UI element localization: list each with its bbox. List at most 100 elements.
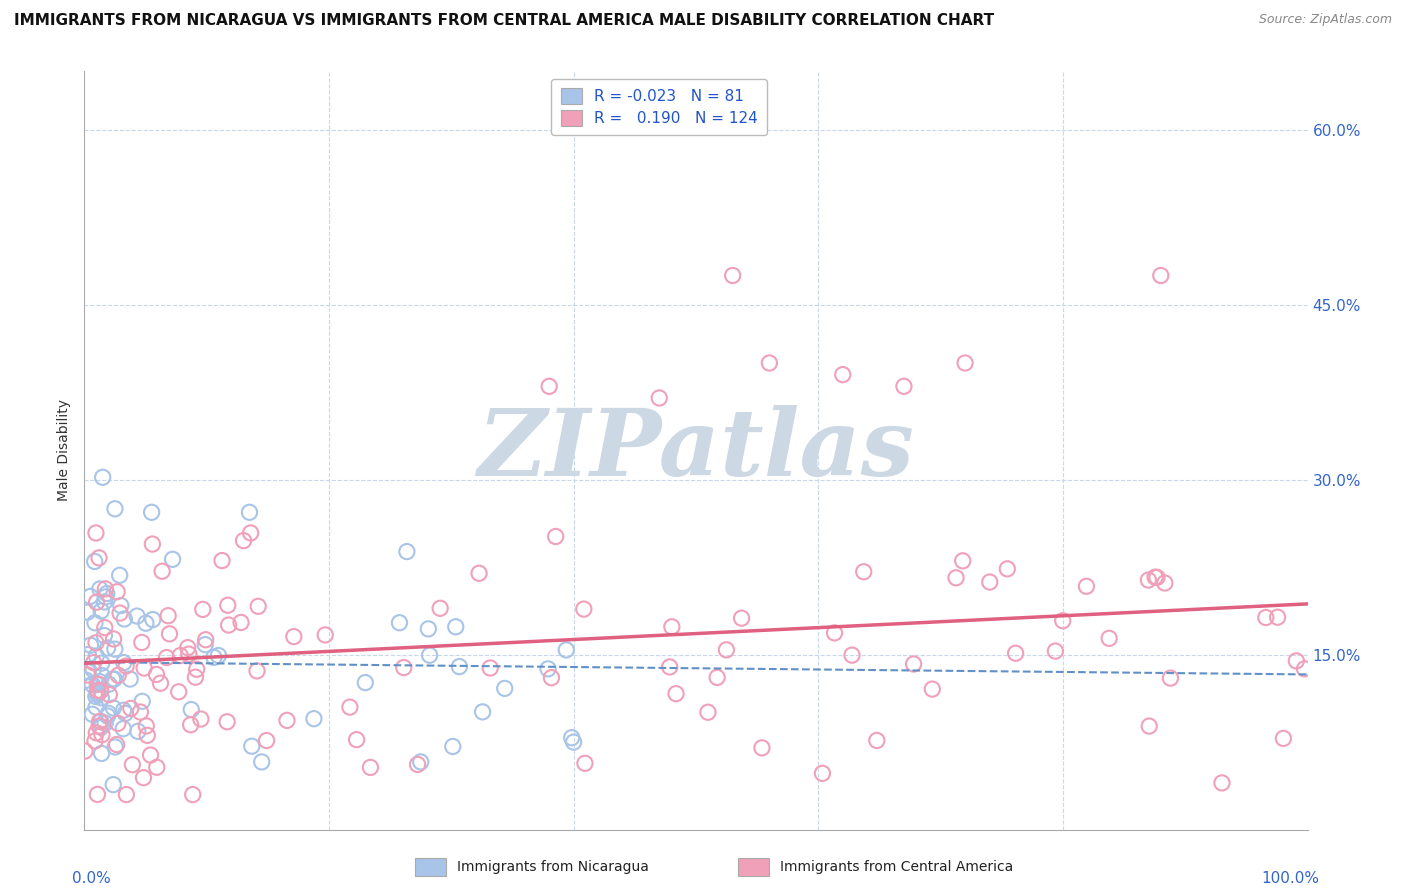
Point (1144, 570, 1167, 584)
Point (90, 747, 112, 761)
Point (953, 356, 976, 370)
Point (229, 615, 252, 630)
Point (75, 673, 97, 688)
Point (103, 632, 125, 646)
Point (921, 682, 943, 697)
Point (572, 602, 595, 616)
Point (131, 635, 153, 649)
Point (852, 565, 875, 579)
Point (132, 661, 155, 675)
Point (159, 627, 181, 641)
Point (142, 613, 165, 627)
Point (120, 701, 142, 715)
Point (866, 733, 889, 747)
Point (952, 554, 974, 568)
Point (841, 648, 863, 662)
Point (112, 656, 135, 670)
Y-axis label: Male Disability: Male Disability (58, 400, 72, 501)
Point (256, 733, 278, 747)
Point (87, 685, 110, 699)
Point (84, 734, 107, 748)
Point (103, 672, 125, 686)
Point (96, 586, 118, 600)
Point (730, 611, 752, 625)
Point (697, 705, 720, 719)
Point (468, 566, 491, 581)
Point (562, 735, 585, 749)
Point (77, 648, 100, 662)
Point (181, 788, 204, 802)
Point (105, 738, 128, 752)
Point (157, 608, 180, 623)
Point (104, 642, 127, 657)
Legend: R = -0.023   N = 81, R =   0.190   N = 124: R = -0.023 N = 81, R = 0.190 N = 124 (551, 79, 768, 136)
Point (90, 656, 112, 670)
Point (538, 379, 561, 393)
Point (395, 544, 418, 558)
Point (1076, 579, 1098, 593)
Point (84, 615, 107, 630)
Point (89, 714, 111, 729)
Point (232, 533, 254, 548)
Point (186, 662, 208, 676)
Point (250, 755, 273, 769)
Point (132, 771, 155, 785)
Point (135, 719, 157, 733)
Point (574, 756, 596, 771)
Point (87, 677, 110, 691)
Point (721, 268, 744, 283)
Point (211, 553, 233, 567)
Point (84, 700, 107, 714)
Point (98, 688, 121, 702)
Point (107, 668, 129, 682)
Point (239, 525, 262, 540)
Text: IMMIGRANTS FROM NICARAGUA VS IMMIGRANTS FROM CENTRAL AMERICA MALE DISABILITY COR: IMMIGRANTS FROM NICARAGUA VS IMMIGRANTS … (14, 13, 994, 29)
Point (91, 728, 114, 742)
Point (93, 629, 115, 643)
Point (217, 714, 239, 729)
Point (494, 681, 516, 696)
Point (90, 684, 112, 698)
Point (979, 575, 1001, 590)
Point (84, 636, 107, 650)
Point (716, 643, 738, 657)
Point (141, 505, 163, 519)
Point (471, 705, 494, 719)
Point (76, 668, 98, 682)
Point (218, 618, 240, 632)
Point (104, 739, 127, 754)
Point (115, 659, 138, 673)
Point (86, 687, 108, 701)
Point (83, 656, 105, 670)
Point (302, 712, 325, 726)
Point (96, 709, 118, 723)
Point (893, 379, 915, 393)
Point (555, 643, 578, 657)
Point (1159, 671, 1181, 685)
Point (314, 628, 336, 642)
Point (441, 739, 464, 754)
Point (658, 660, 681, 674)
Point (207, 648, 229, 663)
Point (194, 632, 217, 647)
Point (115, 788, 138, 802)
Point (87, 550, 110, 565)
Point (97, 706, 120, 721)
Point (87, 719, 110, 733)
Point (108, 568, 131, 582)
Point (190, 712, 212, 726)
Point (135, 616, 157, 631)
Point (180, 702, 202, 716)
Point (82, 707, 104, 722)
Point (121, 757, 143, 772)
Point (112, 703, 135, 717)
Point (131, 694, 153, 708)
Point (346, 732, 368, 747)
Point (86, 595, 108, 609)
Point (104, 501, 127, 516)
Point (86, 788, 108, 802)
Point (101, 672, 124, 686)
Point (1153, 576, 1175, 591)
Point (84, 648, 107, 663)
Point (824, 626, 846, 640)
